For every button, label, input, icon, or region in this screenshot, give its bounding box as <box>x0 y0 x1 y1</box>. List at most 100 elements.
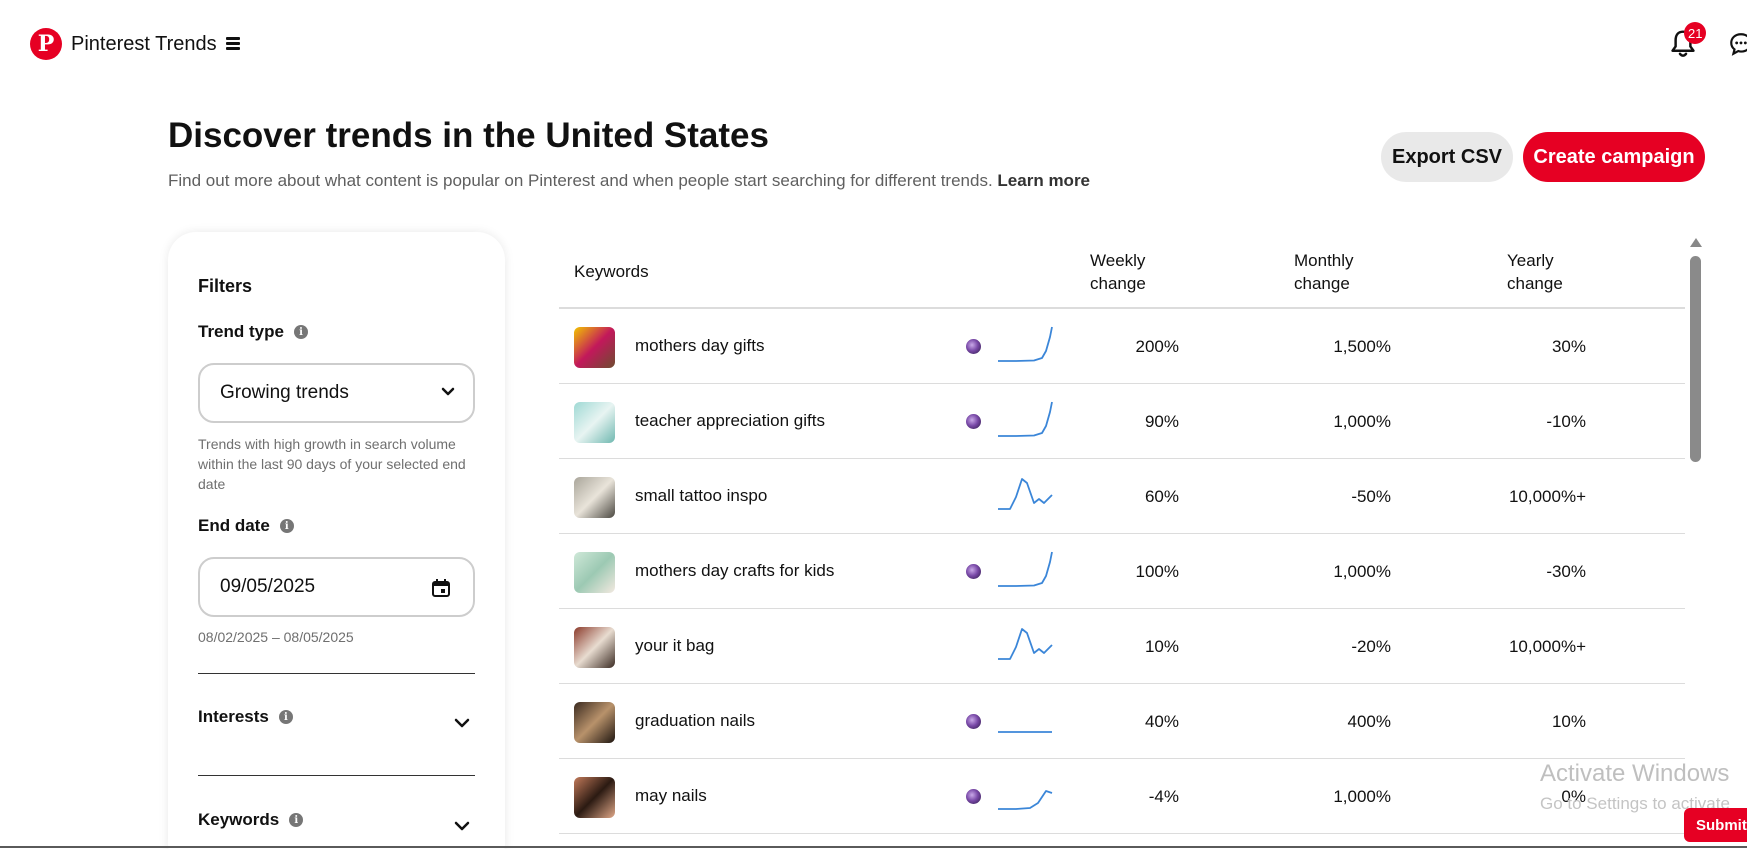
activate-windows-title: Activate Windows <box>1540 760 1730 787</box>
weekly-change-value: 60% <box>1144 487 1179 506</box>
trend-sparkline <box>998 478 1053 510</box>
sparkline-path <box>998 790 1053 810</box>
divider <box>198 673 475 674</box>
col-header-monthly-line1: Monthly <box>1294 251 1354 270</box>
pinterest-logo-icon[interactable]: P <box>30 28 62 60</box>
end-date-input[interactable]: 09/05/2025 <box>198 557 475 617</box>
col-header-keywords: Keywords <box>574 262 649 281</box>
keyword-thumbnail[interactable] <box>574 327 615 368</box>
info-icon[interactable]: i <box>278 710 293 724</box>
yearly-change-value: 10,000%+ <box>1508 637 1586 656</box>
keyword-text[interactable]: teacher appreciation gifts <box>635 411 825 430</box>
trend-sparkline <box>998 551 1053 587</box>
submit-feedback-button[interactable]: Submit <box>1684 808 1747 842</box>
keyword-thumbnail[interactable] <box>574 702 615 743</box>
end-date-value: 09/05/2025 <box>220 576 316 597</box>
trend-type-label-text: Trend type <box>198 322 284 341</box>
weekly-change-value: 200% <box>1135 337 1179 356</box>
weekly-change-value: -4% <box>1148 787 1179 806</box>
scrollbar-thumb[interactable] <box>1690 256 1701 462</box>
weekly-change-value: 40% <box>1144 712 1179 731</box>
info-icon[interactable]: i <box>293 325 308 339</box>
export-csv-button[interactable]: Export CSV <box>1381 132 1513 182</box>
notification-count-badge: 21 <box>1684 22 1707 44</box>
trend-sparkline <box>998 628 1053 660</box>
weekly-change-value: 10% <box>1144 637 1179 656</box>
trend-type-select[interactable]: Growing trends <box>198 363 475 423</box>
yearly-change-value: -30% <box>1546 562 1586 581</box>
weekly-change-value: 90% <box>1144 412 1179 431</box>
end-date-label: End date i <box>198 516 294 536</box>
date-range-text: 08/02/2025 – 08/05/2025 <box>198 629 354 645</box>
interests-expand-chevron-icon[interactable] <box>454 718 470 728</box>
keyword-text[interactable]: small tattoo inspo <box>635 486 768 505</box>
col-header-yearly-line1: Yearly <box>1507 251 1554 270</box>
keyword-thumbnail[interactable] <box>574 552 615 593</box>
keyword-text[interactable]: your it bag <box>635 636 715 655</box>
keywords-label-text: Keywords <box>198 810 280 829</box>
keywords-expand-chevron-icon[interactable] <box>454 821 470 831</box>
divider <box>198 775 475 776</box>
bottom-edge-line <box>0 846 1747 848</box>
monthly-change-value: 1,000% <box>1333 787 1391 806</box>
trend-type-value: Growing trends <box>220 382 349 403</box>
yearly-change-value: 0% <box>1561 787 1586 806</box>
filters-title: Filters <box>198 276 253 296</box>
table-row[interactable]: teacher appreciation gifts 90% 1,000% -10% <box>559 384 1685 459</box>
yearly-change-value: 10% <box>1551 712 1586 731</box>
monthly-change-value: 1,000% <box>1333 562 1391 581</box>
yearly-change-value: 30% <box>1551 337 1586 356</box>
sparkline-path <box>998 401 1053 437</box>
keyword-text[interactable]: may nails <box>635 786 707 805</box>
crystal-ball-icon <box>966 414 981 429</box>
table-row[interactable]: small tattoo inspo 60% -50% 10,000%+ <box>559 459 1685 534</box>
learn-more-link[interactable]: Learn more <box>997 171 1091 190</box>
weekly-change-value: 100% <box>1135 562 1179 581</box>
col-header-monthly-line2: change <box>1294 274 1350 293</box>
table-row[interactable]: mothers day crafts for kids 100% 1,000% -30… <box>559 534 1685 609</box>
subtitle-text: Find out more about what content is popu… <box>168 171 993 190</box>
hamburger-menu-icon[interactable] <box>226 37 240 50</box>
col-header-weekly-line2: change <box>1090 274 1146 293</box>
yearly-change-value: -10% <box>1546 412 1586 431</box>
monthly-change-value: 1,000% <box>1333 412 1391 431</box>
keyword-thumbnail[interactable] <box>574 777 615 818</box>
col-header-weekly[interactable]: Weekly change <box>1090 249 1146 295</box>
trend-sparkline <box>998 731 1052 733</box>
table-row[interactable]: may nails -4% 1,000% 0% <box>559 759 1685 834</box>
table-row[interactable]: mothers day gifts 200% 1,500% 30% <box>559 309 1685 384</box>
col-header-monthly[interactable]: Monthly change <box>1294 249 1354 295</box>
sparkline-path <box>998 478 1053 510</box>
crystal-ball-icon <box>966 339 981 354</box>
interests-label[interactable]: Interests i <box>198 707 293 727</box>
sparkline-path <box>998 628 1053 660</box>
keyword-thumbnail[interactable] <box>574 627 615 668</box>
page-subtitle: Find out more about what content is popu… <box>168 171 1090 191</box>
activate-windows-subtitle: Go to Settings to activate <box>1540 794 1730 813</box>
info-icon[interactable]: i <box>279 519 294 533</box>
keyword-thumbnail[interactable] <box>574 402 615 443</box>
messages-chat-icon[interactable] <box>1728 30 1747 58</box>
filters-panel: Filters Trend type i Growing trends Tren… <box>168 232 505 849</box>
col-header-yearly[interactable]: Yearly change <box>1507 249 1563 295</box>
create-campaign-button[interactable]: Create campaign <box>1523 132 1705 182</box>
monthly-change-value: 1,500% <box>1333 337 1391 356</box>
scroll-up-arrow-icon[interactable] <box>1690 238 1702 247</box>
keyword-text[interactable]: graduation nails <box>635 711 756 730</box>
col-header-weekly-line1: Weekly <box>1090 251 1146 270</box>
keyword-thumbnail[interactable] <box>574 477 615 518</box>
keywords-label[interactable]: Keywords i <box>198 810 304 830</box>
brand-title[interactable]: Pinterest Trends <box>71 33 217 55</box>
crystal-ball-icon <box>966 714 981 729</box>
chevron-down-icon <box>441 387 455 396</box>
calendar-icon[interactable] <box>431 578 451 598</box>
info-icon[interactable]: i <box>289 813 304 827</box>
page-title: Discover trends in the United States <box>168 116 769 155</box>
table-row[interactable]: your it bag 10% -20% 10,000%+ <box>559 609 1685 684</box>
trend-sparkline <box>998 401 1053 437</box>
monthly-change-value: -20% <box>1351 637 1391 656</box>
table-row[interactable]: graduation nails 40% 400% 10% <box>559 684 1685 759</box>
sparkline-path <box>998 551 1053 587</box>
keyword-text[interactable]: mothers day gifts <box>635 336 765 355</box>
keyword-text[interactable]: mothers day crafts for kids <box>635 561 835 580</box>
